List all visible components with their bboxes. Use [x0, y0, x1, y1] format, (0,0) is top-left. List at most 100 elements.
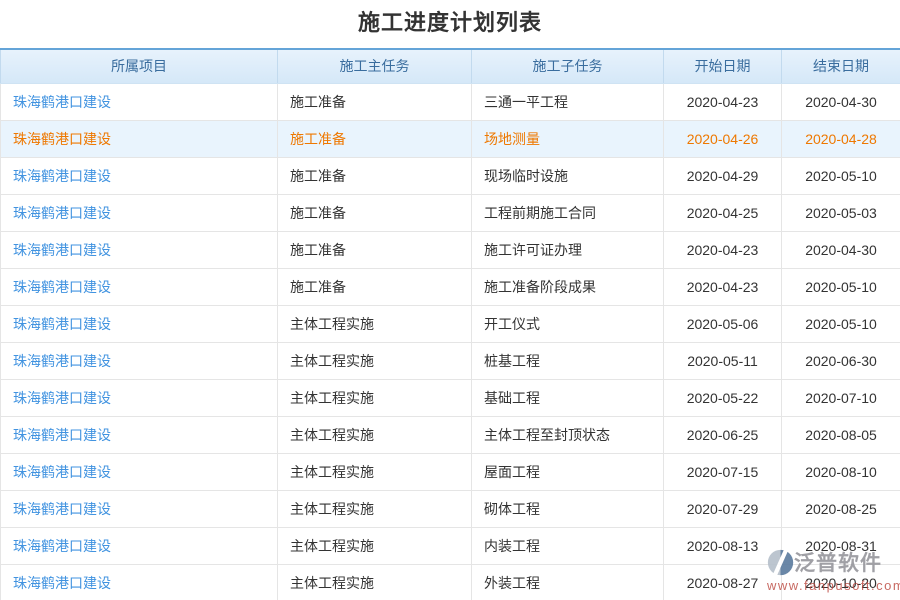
sub-task-cell: 场地测量: [471, 119, 664, 158]
main-task-cell: 施工准备: [277, 119, 472, 158]
column-header-end-date: 结束日期: [781, 48, 900, 84]
project-cell: 珠海鹤港口建设: [0, 341, 278, 380]
table-row[interactable]: 珠海鹤港口建设 施工准备 施工准备阶段成果 2020-04-23 2020-05…: [0, 267, 900, 306]
table-row[interactable]: 珠海鹤港口建设 主体工程实施 砌体工程 2020-07-29 2020-08-2…: [0, 489, 900, 528]
end-date-cell: 2020-08-10: [781, 452, 900, 491]
column-header-start-date: 开始日期: [663, 48, 782, 84]
end-date-cell: 2020-08-31: [781, 526, 900, 565]
project-link[interactable]: 珠海鹤港口建设: [13, 204, 111, 221]
sub-task-cell: 砌体工程: [471, 489, 664, 528]
project-link[interactable]: 珠海鹤港口建设: [13, 574, 111, 591]
table-row[interactable]: 珠海鹤港口建设 施工准备 现场临时设施 2020-04-29 2020-05-1…: [0, 156, 900, 195]
table-row[interactable]: 珠海鹤港口建设 主体工程实施 外装工程 2020-08-27 2020-10-2…: [0, 563, 900, 600]
sub-task-cell: 主体工程至封顶状态: [471, 415, 664, 454]
start-date-cell: 2020-04-23: [663, 230, 782, 269]
table-row[interactable]: 珠海鹤港口建设 主体工程实施 基础工程 2020-05-22 2020-07-1…: [0, 378, 900, 417]
project-link[interactable]: 珠海鹤港口建设: [13, 537, 111, 554]
start-date-cell: 2020-05-11: [663, 341, 782, 380]
project-cell: 珠海鹤港口建设: [0, 230, 278, 269]
column-header-main-task: 施工主任务: [277, 48, 472, 84]
table-row[interactable]: 珠海鹤港口建设 主体工程实施 屋面工程 2020-07-15 2020-08-1…: [0, 452, 900, 491]
project-link[interactable]: 珠海鹤港口建设: [13, 426, 111, 443]
main-task-cell: 主体工程实施: [277, 304, 472, 343]
project-link[interactable]: 珠海鹤港口建设: [13, 463, 111, 480]
sub-task-cell: 施工准备阶段成果: [471, 267, 664, 306]
end-date-cell: 2020-06-30: [781, 341, 900, 380]
main-task-cell: 主体工程实施: [277, 489, 472, 528]
project-cell: 珠海鹤港口建设: [0, 119, 278, 158]
end-date-cell: 2020-10-20: [781, 563, 900, 600]
end-date-cell: 2020-05-03: [781, 193, 900, 232]
start-date-cell: 2020-04-25: [663, 193, 782, 232]
table-row[interactable]: 珠海鹤港口建设 主体工程实施 主体工程至封顶状态 2020-06-25 2020…: [0, 415, 900, 454]
start-date-cell: 2020-04-26: [663, 119, 782, 158]
project-cell: 珠海鹤港口建设: [0, 489, 278, 528]
table-row[interactable]: 珠海鹤港口建设 施工准备 场地测量 2020-04-26 2020-04-28: [0, 119, 900, 158]
main-task-cell: 主体工程实施: [277, 378, 472, 417]
main-task-cell: 主体工程实施: [277, 526, 472, 565]
end-date-cell: 2020-07-10: [781, 378, 900, 417]
project-cell: 珠海鹤港口建设: [0, 156, 278, 195]
end-date-cell: 2020-04-30: [781, 82, 900, 121]
table-row[interactable]: 珠海鹤港口建设 施工准备 施工许可证办理 2020-04-23 2020-04-…: [0, 230, 900, 269]
sub-task-cell: 内装工程: [471, 526, 664, 565]
project-link[interactable]: 珠海鹤港口建设: [13, 352, 111, 369]
start-date-cell: 2020-04-23: [663, 267, 782, 306]
project-link[interactable]: 珠海鹤港口建设: [13, 130, 111, 147]
project-link[interactable]: 珠海鹤港口建设: [13, 500, 111, 517]
end-date-cell: 2020-08-05: [781, 415, 900, 454]
main-task-cell: 施工准备: [277, 156, 472, 195]
main-task-cell: 施工准备: [277, 193, 472, 232]
start-date-cell: 2020-07-29: [663, 489, 782, 528]
main-task-cell: 主体工程实施: [277, 415, 472, 454]
column-header-sub-task: 施工子任务: [471, 48, 664, 84]
project-cell: 珠海鹤港口建设: [0, 82, 278, 121]
start-date-cell: 2020-06-25: [663, 415, 782, 454]
table-header: 所属项目 施工主任务 施工子任务 开始日期 结束日期: [0, 48, 900, 84]
main-task-cell: 主体工程实施: [277, 563, 472, 600]
end-date-cell: 2020-05-10: [781, 156, 900, 195]
main-task-cell: 施工准备: [277, 267, 472, 306]
project-link[interactable]: 珠海鹤港口建设: [13, 315, 111, 332]
sub-task-cell: 工程前期施工合同: [471, 193, 664, 232]
start-date-cell: 2020-05-06: [663, 304, 782, 343]
project-cell: 珠海鹤港口建设: [0, 452, 278, 491]
table-row[interactable]: 珠海鹤港口建设 主体工程实施 内装工程 2020-08-13 2020-08-3…: [0, 526, 900, 565]
progress-plan-table: 所属项目 施工主任务 施工子任务 开始日期 结束日期 珠海鹤港口建设 施工准备 …: [0, 48, 900, 600]
main-task-cell: 施工准备: [277, 82, 472, 121]
table-row[interactable]: 珠海鹤港口建设 主体工程实施 桩基工程 2020-05-11 2020-06-3…: [0, 341, 900, 380]
project-cell: 珠海鹤港口建设: [0, 193, 278, 232]
start-date-cell: 2020-04-29: [663, 156, 782, 195]
page-title: 施工进度计划列表: [357, 10, 542, 35]
end-date-cell: 2020-05-10: [781, 304, 900, 343]
project-link[interactable]: 珠海鹤港口建设: [13, 278, 111, 295]
start-date-cell: 2020-04-23: [663, 82, 782, 121]
end-date-cell: 2020-04-28: [781, 119, 900, 158]
start-date-cell: 2020-08-13: [663, 526, 782, 565]
project-link[interactable]: 珠海鹤港口建设: [13, 93, 111, 110]
project-cell: 珠海鹤港口建设: [0, 267, 278, 306]
sub-task-cell: 外装工程: [471, 563, 664, 600]
sub-task-cell: 施工许可证办理: [471, 230, 664, 269]
start-date-cell: 2020-07-15: [663, 452, 782, 491]
end-date-cell: 2020-04-30: [781, 230, 900, 269]
sub-task-cell: 现场临时设施: [471, 156, 664, 195]
column-header-project: 所属项目: [0, 48, 278, 84]
main-task-cell: 主体工程实施: [277, 341, 472, 380]
start-date-cell: 2020-08-27: [663, 563, 782, 600]
project-link[interactable]: 珠海鹤港口建设: [13, 389, 111, 406]
end-date-cell: 2020-05-10: [781, 267, 900, 306]
sub-task-cell: 屋面工程: [471, 452, 664, 491]
table-row[interactable]: 珠海鹤港口建设 施工准备 工程前期施工合同 2020-04-25 2020-05…: [0, 193, 900, 232]
start-date-cell: 2020-05-22: [663, 378, 782, 417]
project-cell: 珠海鹤港口建设: [0, 378, 278, 417]
table-row[interactable]: 珠海鹤港口建设 主体工程实施 开工仪式 2020-05-06 2020-05-1…: [0, 304, 900, 343]
sub-task-cell: 开工仪式: [471, 304, 664, 343]
project-cell: 珠海鹤港口建设: [0, 304, 278, 343]
project-link[interactable]: 珠海鹤港口建设: [13, 167, 111, 184]
sub-task-cell: 桩基工程: [471, 341, 664, 380]
project-link[interactable]: 珠海鹤港口建设: [13, 241, 111, 258]
table-row[interactable]: 珠海鹤港口建设 施工准备 三通一平工程 2020-04-23 2020-04-3…: [0, 82, 900, 121]
sub-task-cell: 三通一平工程: [471, 82, 664, 121]
sub-task-cell: 基础工程: [471, 378, 664, 417]
